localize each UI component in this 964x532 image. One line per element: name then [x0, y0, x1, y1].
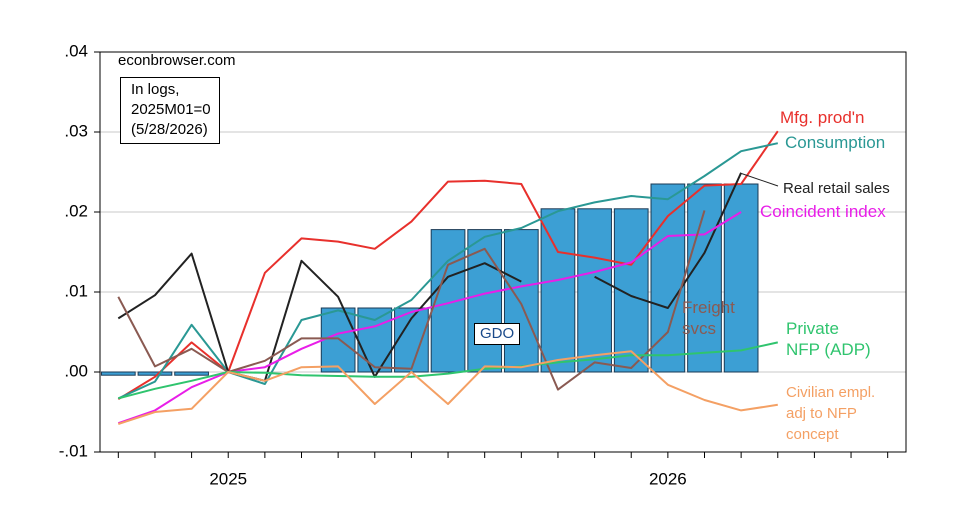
plot-frame — [99, 51, 907, 453]
series-label: Mfg. prod'n — [780, 108, 865, 127]
source: econbrowser.com — [118, 52, 236, 69]
bar — [320, 307, 356, 373]
bar — [503, 229, 539, 373]
series-line — [117, 350, 778, 425]
bar — [100, 371, 136, 376]
y-tick-label: .00 — [64, 361, 88, 380]
label-leader — [739, 172, 779, 187]
bar — [540, 208, 576, 373]
series-label: Freight svcs — [682, 298, 735, 338]
x-tick-label: 2026 — [649, 469, 687, 488]
y-tick-label: -.01 — [59, 441, 88, 460]
series-label: Private NFP (ADP) — [786, 319, 871, 359]
series-label: Coincident index — [760, 202, 886, 221]
bar — [687, 183, 722, 373]
x-tick-label: 2025 — [209, 469, 247, 488]
series-line — [117, 210, 706, 391]
y-tick-label: .01 — [64, 281, 88, 300]
bar — [357, 307, 393, 373]
bar — [174, 371, 209, 376]
series-label: Consumption — [785, 133, 886, 152]
series-label: Real retail sales — [783, 180, 890, 197]
bar — [467, 229, 503, 373]
bar — [137, 371, 173, 376]
bar — [723, 183, 759, 373]
bar — [577, 208, 612, 373]
y-tick-label: .02 — [64, 201, 88, 220]
y-tick-label: .04 — [64, 41, 88, 60]
plot-area — [100, 52, 906, 452]
bar-label: GDO — [474, 323, 521, 345]
y-tick-label: .03 — [64, 121, 88, 140]
series-line — [117, 211, 742, 425]
note-box: In logs, 2025M01=0 (5/28/2026) — [120, 77, 220, 144]
series-label: Civilian empl. adj to NFP concept — [786, 384, 876, 443]
